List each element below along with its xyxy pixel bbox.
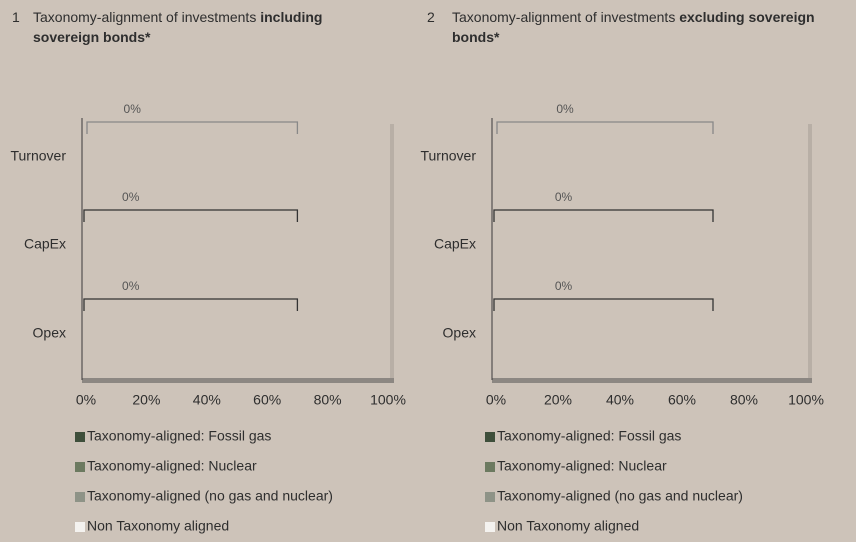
title-bold: excluding sovereign bonds* — [452, 9, 815, 45]
plot-shadow-right — [390, 124, 394, 382]
y-tick-label: CapEx — [434, 236, 476, 252]
x-tick-label: 40% — [606, 392, 634, 408]
y-tick-label: Turnover — [420, 148, 476, 164]
legend-swatch — [75, 522, 85, 532]
x-tick-label: 60% — [253, 392, 281, 408]
x-tick-label: 100% — [370, 392, 406, 408]
x-tick-label: 100% — [788, 392, 824, 408]
legend-swatch — [485, 432, 495, 442]
total-bracket — [86, 121, 299, 134]
legend-swatch — [75, 432, 85, 442]
legend-label: Taxonomy-aligned: Fossil gas — [497, 428, 681, 444]
legend-swatch — [485, 522, 495, 532]
legend-swatch — [75, 462, 85, 472]
legend-label: Taxonomy-aligned: Fossil gas — [87, 428, 271, 444]
x-tick-label: 60% — [668, 392, 696, 408]
legend-swatch — [485, 462, 495, 472]
total-bracket — [493, 298, 714, 311]
x-tick-label: 0% — [486, 392, 506, 408]
y-tick-label: Opex — [33, 325, 66, 341]
chart-number: 1 — [12, 9, 20, 25]
chart-title: Taxonomy-alignment of investments exclud… — [452, 7, 852, 47]
y-tick-label: Turnover — [10, 148, 66, 164]
total-label: 0% — [122, 279, 140, 293]
legend-label: Non Taxonomy aligned — [497, 518, 639, 534]
x-tick-label: 20% — [544, 392, 572, 408]
total-label: 0% — [124, 102, 142, 116]
legend-swatch — [485, 492, 495, 502]
title-text: Taxonomy-alignment of investments — [33, 9, 257, 25]
chart-title: Taxonomy-alignment of investments includ… — [33, 7, 373, 47]
legend-label: Taxonomy-aligned (no gas and nuclear) — [87, 488, 333, 504]
total-label: 0% — [555, 190, 573, 204]
chart-number: 2 — [427, 9, 435, 25]
x-tick-label: 80% — [730, 392, 758, 408]
legend-swatch — [75, 492, 85, 502]
x-tick-label: 40% — [193, 392, 221, 408]
total-bracket — [83, 298, 299, 311]
total-bracket — [83, 209, 299, 222]
x-tick-label: 0% — [76, 392, 96, 408]
total-bracket — [493, 209, 714, 222]
y-tick-label: Opex — [443, 325, 476, 341]
y-tick-label: CapEx — [24, 236, 66, 252]
legend-label: Taxonomy-aligned: Nuclear — [497, 458, 667, 474]
legend-label: Non Taxonomy aligned — [87, 518, 229, 534]
total-label: 0% — [122, 190, 140, 204]
legend-label: Taxonomy-aligned (no gas and nuclear) — [497, 488, 743, 504]
total-label: 0% — [555, 279, 573, 293]
legend-label: Taxonomy-aligned: Nuclear — [87, 458, 257, 474]
plot-shadow-bottom — [492, 378, 812, 383]
x-tick-label: 80% — [314, 392, 342, 408]
total-bracket — [496, 121, 714, 134]
title-bold: including sovereign bonds* — [33, 9, 323, 45]
plot-shadow-right — [808, 124, 812, 382]
total-label: 0% — [556, 102, 574, 116]
title-text: Taxonomy-alignment of investments — [452, 9, 676, 25]
plot-shadow-bottom — [82, 378, 394, 383]
x-tick-label: 20% — [132, 392, 160, 408]
